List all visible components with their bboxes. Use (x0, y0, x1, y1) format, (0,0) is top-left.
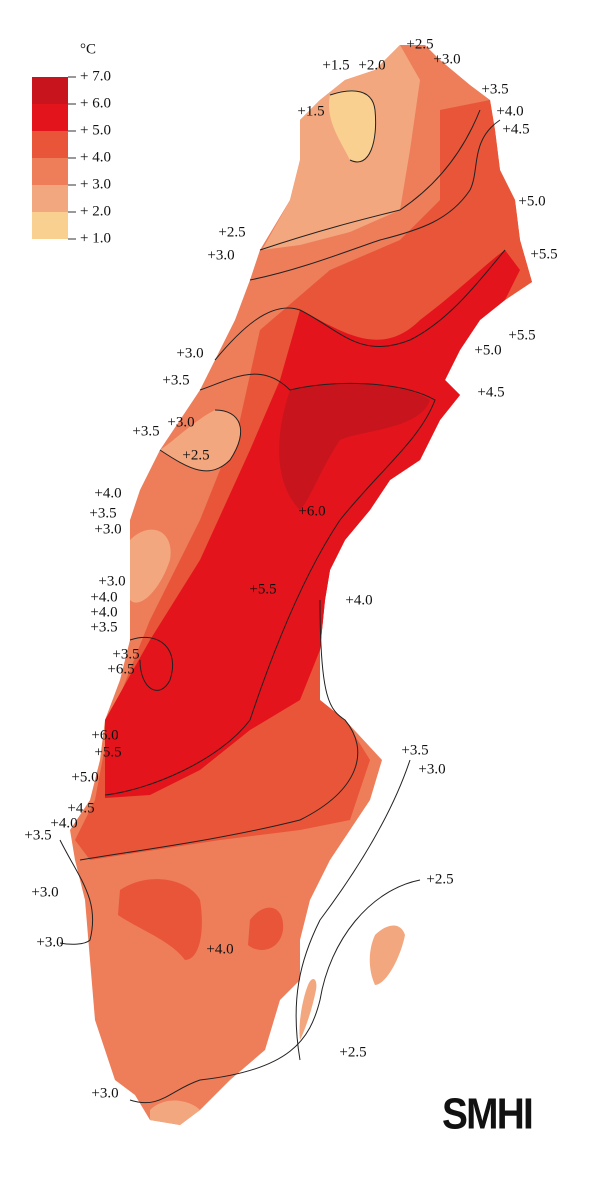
contour-label: +3.0 (433, 51, 460, 67)
legend-swatch (32, 104, 68, 131)
zone (130, 529, 171, 603)
contour-label: +3.5 (481, 81, 508, 97)
contour-line (129, 636, 174, 691)
contour-label: +5.5 (508, 327, 535, 343)
legend-label: + 2.0 (80, 203, 111, 219)
contour-label: +3.5 (24, 827, 51, 843)
zone (248, 907, 284, 950)
contours (59, 90, 506, 1104)
contour-label: +4.0 (345, 592, 372, 608)
contour-label: +3.0 (176, 345, 203, 361)
contour-label: +4.5 (477, 384, 504, 400)
contour-label: +5.0 (474, 342, 501, 358)
contour-label: +4.0 (496, 103, 523, 119)
contour-label: +1.5 (297, 103, 324, 119)
island (369, 925, 405, 985)
zone (105, 250, 520, 798)
contour-line (259, 109, 481, 251)
legend-label: + 7.0 (80, 68, 111, 84)
legend-swatch (32, 77, 68, 104)
contour-label: +5.0 (518, 193, 545, 209)
contour-label: +4.0 (206, 941, 233, 957)
contour-label: +3.5 (90, 619, 117, 635)
contour-label: +4.0 (90, 604, 117, 620)
contour-label: +3.5 (89, 505, 116, 521)
contour-label: +5.0 (71, 769, 98, 785)
contour-label: +2.0 (358, 57, 385, 73)
logo: SMHI (442, 1090, 532, 1139)
contour-labels: +2.5+3.0+1.5 +2.0+3.5+1.5 +4.0+4.5+5.0+2.5… (24, 36, 557, 1101)
legend-label: + 6.0 (80, 95, 111, 111)
contour-label: +3.0 (31, 884, 58, 900)
contour-label: +3.5 (132, 423, 159, 439)
contour-line (159, 409, 242, 472)
contour-label: +2.5 (182, 447, 209, 463)
zone (118, 879, 202, 960)
contour-label: +5.5 (249, 581, 276, 597)
zone (279, 383, 430, 510)
contour-label: +3.0 (167, 414, 194, 430)
contour-label: +4.0 (94, 485, 121, 501)
contour-label: +4.5 (67, 800, 94, 816)
contour-line (129, 879, 421, 1104)
contour-label: +4.5 (502, 121, 529, 137)
contour-label: +4.0 (90, 589, 117, 605)
legend-swatch (32, 131, 68, 158)
contour-line (59, 839, 94, 945)
island (299, 978, 317, 1040)
land (70, 45, 532, 1125)
contour-line (295, 759, 411, 1061)
contour-label: +3.0 (98, 573, 125, 589)
contour-label: +3.5 (162, 372, 189, 388)
contour-label: +2.5 (339, 1044, 366, 1060)
legend-label: + 5.0 (80, 122, 111, 138)
zone (160, 410, 241, 471)
legend-label: + 3.0 (80, 176, 111, 192)
contour-line (329, 90, 377, 163)
contour-label: +3.0 (91, 1085, 118, 1101)
contour-line (249, 119, 501, 281)
legend-unit: °C (80, 41, 96, 57)
legend-swatch (32, 185, 68, 212)
zone (329, 90, 376, 162)
zone (262, 45, 420, 250)
contour-label: +3.5 (401, 742, 428, 758)
contour-line (79, 599, 359, 861)
contour-label: +6.0 (91, 727, 118, 743)
contour-label: +6.5 (107, 661, 134, 677)
contour-label: +4.0 (50, 815, 77, 831)
zone (150, 1100, 200, 1125)
legend: °C + 7.0 + 6.0 + 5.0 + 4.0 + 3.0 + 2.0 + 1.0 (32, 41, 111, 246)
contour-label: +3.0 (94, 521, 121, 537)
legend-label: + 4.0 (80, 149, 111, 165)
contour-label: +6.0 (298, 503, 325, 519)
contour-label: +3.0 (418, 761, 445, 777)
contour-line (104, 373, 436, 796)
contour-label: +2.5 (426, 871, 453, 887)
contour-label: +1.5 (322, 57, 349, 73)
contour-label: +2.5 (218, 224, 245, 240)
legend-label: + 1.0 (80, 230, 111, 246)
contour-label: +3.0 (36, 934, 63, 950)
legend-swatch (32, 212, 68, 239)
legend-swatch (32, 158, 68, 185)
contour-label: +3.0 (207, 247, 234, 263)
contour-label: +3.5 (112, 646, 139, 662)
contour-line (214, 249, 506, 361)
contour-label: +5.5 (530, 246, 557, 262)
contour-label: +2.5 (406, 36, 433, 52)
contour-label: +5.5 (94, 744, 121, 760)
